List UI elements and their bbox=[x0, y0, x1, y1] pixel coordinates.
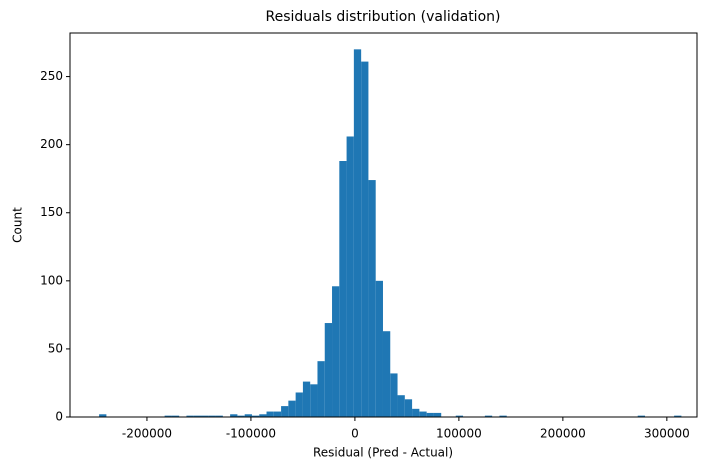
bar bbox=[193, 415, 202, 417]
x-axis-label: Residual (Pred - Actual) bbox=[313, 446, 453, 460]
y-axis-label: Count bbox=[11, 207, 25, 243]
bar bbox=[281, 406, 289, 417]
bar bbox=[419, 411, 427, 417]
x-tick-label: 100000 bbox=[436, 427, 482, 441]
bar bbox=[259, 414, 267, 417]
bar bbox=[637, 415, 646, 417]
bar bbox=[208, 415, 216, 417]
bar bbox=[484, 415, 493, 417]
bar bbox=[426, 412, 434, 417]
bar bbox=[171, 415, 180, 417]
bar bbox=[361, 61, 369, 418]
bar bbox=[674, 415, 682, 417]
x-tick-label: 200000 bbox=[540, 427, 586, 441]
bar bbox=[244, 414, 252, 417]
bar bbox=[310, 384, 318, 417]
x-tick-label: 0 bbox=[351, 427, 359, 441]
bar bbox=[368, 180, 376, 417]
bar bbox=[397, 395, 405, 417]
bar bbox=[273, 411, 282, 417]
y-tick-label: 150 bbox=[40, 205, 63, 219]
bar bbox=[433, 412, 442, 417]
bar bbox=[499, 415, 507, 417]
bar bbox=[230, 414, 238, 417]
bar bbox=[346, 136, 354, 417]
bar bbox=[353, 49, 362, 418]
bar bbox=[251, 415, 260, 417]
y-tick-label: 50 bbox=[48, 341, 63, 355]
plot-frame bbox=[69, 32, 698, 418]
bar bbox=[164, 415, 172, 417]
bar bbox=[295, 392, 303, 417]
bar bbox=[201, 415, 209, 417]
bar bbox=[455, 415, 464, 417]
bar bbox=[404, 399, 413, 417]
bar bbox=[186, 415, 194, 417]
bar bbox=[390, 373, 398, 417]
bar bbox=[339, 161, 347, 417]
x-tick-label: -100000 bbox=[226, 427, 276, 441]
bar bbox=[288, 400, 296, 417]
y-tick-label: 100 bbox=[40, 273, 63, 287]
bar bbox=[317, 361, 325, 417]
x-tick-label: 300000 bbox=[644, 427, 690, 441]
bar bbox=[99, 414, 107, 417]
bar bbox=[332, 286, 340, 417]
chart-title: Residuals distribution (validation) bbox=[266, 9, 501, 25]
y-tick-label: 250 bbox=[40, 69, 63, 83]
bar bbox=[412, 408, 420, 417]
bar bbox=[324, 323, 333, 417]
bar bbox=[382, 331, 391, 417]
bar bbox=[215, 415, 223, 417]
bar bbox=[375, 280, 383, 417]
y-tick-label: 200 bbox=[40, 137, 63, 151]
bar bbox=[237, 415, 245, 417]
y-tick-label: 0 bbox=[55, 410, 63, 424]
bar bbox=[266, 411, 274, 417]
x-tick-label: -200000 bbox=[122, 427, 172, 441]
bar bbox=[302, 381, 311, 417]
